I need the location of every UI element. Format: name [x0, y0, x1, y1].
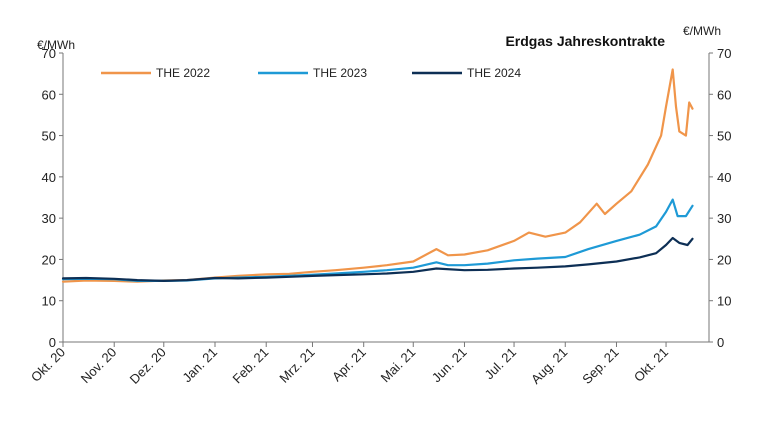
legend-label: THE 2023 — [313, 66, 367, 80]
y-tick-label-right: 50 — [717, 129, 731, 144]
y-axis-left-unit: €/MWh — [37, 38, 75, 52]
chart-title: Erdgas Jahreskontrakte — [505, 33, 665, 49]
x-tick-label: Mrz. 21 — [276, 345, 317, 386]
y-tick-label-left: 70 — [42, 46, 56, 61]
x-tick-label: Sep. 21 — [579, 345, 621, 387]
y-tick-label-right: 60 — [717, 87, 731, 102]
series-layer — [61, 68, 694, 283]
y-tick-label-right: 40 — [717, 170, 731, 185]
x-tick-label: Aug. 21 — [528, 345, 570, 387]
x-tick-label: Nov. 20 — [78, 345, 120, 387]
y-tick-label-right: 30 — [717, 211, 731, 226]
y-tick-label-left: 0 — [49, 335, 56, 350]
legend-label: THE 2024 — [467, 66, 521, 80]
y-tick-label-left: 30 — [42, 211, 56, 226]
axes: 0 0 10 10 20 20 30 30 40 40 50 50 60 60 70 70 Okt. 20 Nov… — [28, 46, 732, 387]
y-axis-right-unit: €/MWh — [683, 24, 721, 38]
series-line-the-2022 — [61, 68, 694, 283]
y-tick-label-left: 50 — [42, 129, 56, 144]
series-line-the-2023 — [61, 198, 694, 282]
y-tick-label-left: 20 — [42, 252, 56, 267]
x-tick-label: Apr. 21 — [329, 345, 369, 385]
x-tick-label: Dez. 20 — [127, 345, 169, 387]
legend: THE 2022 THE 2023 THE 2024 — [101, 66, 521, 80]
y-tick-label-left: 10 — [42, 294, 56, 309]
x-tick-label: Okt. 21 — [631, 345, 671, 385]
legend-label: THE 2022 — [156, 66, 210, 80]
y-tick-label-right: 0 — [717, 335, 724, 350]
x-tick-label: Jan. 21 — [179, 345, 220, 386]
y-tick-label-right: 70 — [717, 46, 731, 61]
x-tick-label: Mai. 21 — [378, 345, 419, 386]
y-tick-label-left: 40 — [42, 170, 56, 185]
y-tick-label-right: 20 — [717, 252, 731, 267]
series-line-the-2024 — [61, 236, 694, 282]
x-tick-label: Jun. 21 — [429, 345, 470, 386]
x-tick-label: Jul. 21 — [481, 345, 519, 383]
x-tick-label: Feb. 21 — [230, 345, 272, 387]
y-tick-label-right: 10 — [717, 294, 731, 309]
x-tick-label: Okt. 20 — [28, 345, 68, 385]
y-tick-label-left: 60 — [42, 87, 56, 102]
